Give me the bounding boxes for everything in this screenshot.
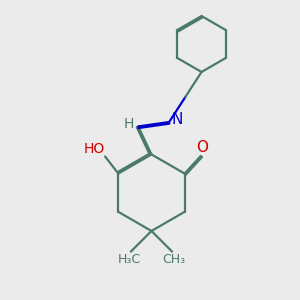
- Text: HO: HO: [83, 142, 104, 156]
- Text: CH₃: CH₃: [162, 253, 185, 266]
- Text: N: N: [172, 112, 183, 127]
- Text: H: H: [124, 117, 134, 131]
- Text: H₃C: H₃C: [118, 253, 141, 266]
- Text: O: O: [196, 140, 208, 155]
